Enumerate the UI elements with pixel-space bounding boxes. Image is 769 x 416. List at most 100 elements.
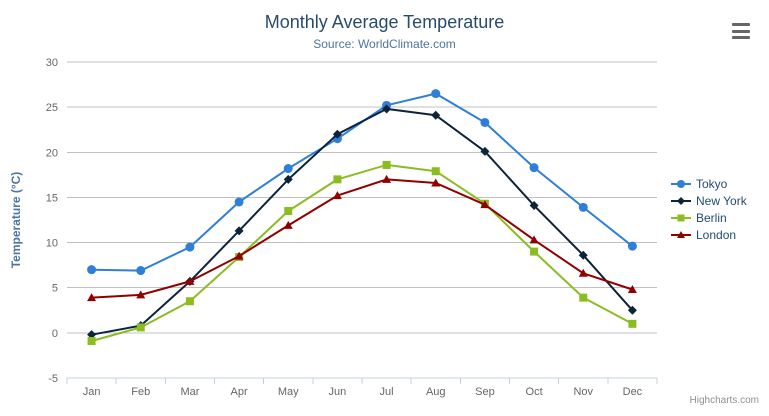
legend-label: Berlin <box>696 210 727 225</box>
x-axis-label: May <box>278 386 299 398</box>
triangle-marker-icon <box>136 290 146 299</box>
legend-item-berlin[interactable]: Berlin <box>671 209 747 226</box>
series-london-line[interactable] <box>90 178 634 299</box>
data-point-berlin-Nov[interactable] <box>579 293 588 302</box>
data-point-berlin-Feb[interactable] <box>136 323 145 332</box>
diamond-marker-icon <box>480 146 490 156</box>
data-point-london-Mar[interactable] <box>185 276 195 285</box>
data-point-tokyo-Jan[interactable] <box>87 265 97 275</box>
data-point-london-Jul[interactable] <box>382 174 392 183</box>
triangle-icon <box>677 230 685 238</box>
square-marker-icon <box>185 297 194 306</box>
data-point-london-Dec[interactable] <box>627 285 637 294</box>
square-marker-icon <box>431 167 440 176</box>
credits-link[interactable]: Highcharts.com <box>689 395 759 406</box>
circle-marker-icon <box>234 197 244 207</box>
data-point-berlin-Oct[interactable] <box>530 247 539 256</box>
new-york-legend-marker-icon <box>671 196 691 205</box>
x-axis-label: Nov <box>573 386 593 398</box>
legend-item-london[interactable]: London <box>671 226 747 243</box>
data-point-new-york-Aug[interactable] <box>431 110 441 120</box>
data-point-tokyo-Dec[interactable] <box>627 241 637 251</box>
data-point-london-Oct[interactable] <box>529 235 539 244</box>
hamburger-menu-icon[interactable] <box>732 23 750 39</box>
y-axis-tick-label: 30 <box>46 57 58 69</box>
data-point-london-Feb[interactable] <box>136 290 146 299</box>
data-point-london-Sep[interactable] <box>480 200 490 209</box>
y-axis-tick-label: 25 <box>46 102 58 114</box>
circle-marker-icon <box>529 163 539 173</box>
triangle-marker-icon <box>283 220 293 229</box>
hamburger-bar <box>732 29 750 33</box>
y-axis-title: Temperature (°C) <box>9 172 23 269</box>
x-axis-label: Jul <box>380 386 394 398</box>
square-marker-icon <box>87 336 96 345</box>
data-point-new-york-Oct[interactable] <box>529 201 539 211</box>
chart-legend: Tokyo New York Berlin London <box>671 175 747 243</box>
x-axis-label: Aug <box>426 386 446 398</box>
data-point-tokyo-Oct[interactable] <box>529 163 539 173</box>
data-point-new-york-Jun[interactable] <box>332 129 342 139</box>
data-point-berlin-Aug[interactable] <box>431 167 440 176</box>
data-point-new-york-Nov[interactable] <box>578 250 588 260</box>
triangle-marker-icon <box>185 276 195 285</box>
data-point-london-Aug[interactable] <box>431 178 441 187</box>
square-icon <box>677 214 685 221</box>
circle-marker-icon <box>136 266 146 276</box>
data-point-new-york-Jul[interactable] <box>382 104 392 114</box>
data-point-tokyo-May[interactable] <box>283 164 293 174</box>
london-legend-marker-icon <box>671 230 691 238</box>
y-axis-tick-label: 0 <box>52 328 58 340</box>
diamond-marker-icon <box>578 250 588 260</box>
data-point-london-Jan[interactable] <box>87 293 97 302</box>
circle-marker-icon <box>431 89 441 99</box>
data-point-new-york-Apr[interactable] <box>234 226 244 236</box>
data-point-london-May[interactable] <box>283 220 293 229</box>
data-point-berlin-May[interactable] <box>284 206 293 215</box>
x-axis-label: Dec <box>623 386 643 398</box>
series-new-york-line[interactable] <box>90 107 634 336</box>
berlin-legend-marker-icon <box>671 214 691 221</box>
x-axis-label: Jun <box>329 386 347 398</box>
data-point-tokyo-Feb[interactable] <box>136 266 146 276</box>
series-berlin-line[interactable] <box>90 163 634 342</box>
x-axis-label: Apr <box>231 386 248 398</box>
square-marker-icon <box>579 293 588 302</box>
diamond-marker-icon <box>283 174 293 184</box>
data-point-berlin-Jan[interactable] <box>87 336 96 345</box>
data-point-berlin-Jun[interactable] <box>333 175 342 184</box>
series-tokyo-line[interactable] <box>90 92 634 272</box>
diamond-marker-icon <box>431 110 441 120</box>
chart-subtitle: Source: WorldClimate.com <box>313 37 456 51</box>
triangle-marker-icon <box>234 251 244 260</box>
x-axis-label: Mar <box>180 386 199 398</box>
triangle-marker-icon <box>578 268 588 277</box>
y-axis-tick-label: -5 <box>48 373 58 385</box>
data-point-london-Apr[interactable] <box>234 251 244 260</box>
data-point-new-york-Dec[interactable] <box>627 305 637 315</box>
square-marker-icon <box>136 323 145 332</box>
data-point-tokyo-Mar[interactable] <box>185 242 195 252</box>
data-point-berlin-Jul[interactable] <box>382 160 391 169</box>
data-point-new-york-May[interactable] <box>283 174 293 184</box>
diamond-marker-icon <box>87 330 97 340</box>
hamburger-bar <box>732 36 750 39</box>
data-point-berlin-Mar[interactable] <box>185 297 194 306</box>
legend-item-new-york[interactable]: New York <box>671 192 747 209</box>
data-point-tokyo-Sep[interactable] <box>480 117 490 127</box>
y-axis-tick-label: 15 <box>46 192 58 204</box>
data-point-london-Jun[interactable] <box>332 191 342 200</box>
circle-icon <box>677 179 685 188</box>
y-axis-tick-label: 5 <box>52 283 58 295</box>
legend-item-tokyo[interactable]: Tokyo <box>671 175 747 192</box>
legend-label: Tokyo <box>696 176 728 191</box>
square-marker-icon <box>333 175 342 184</box>
triangle-marker-icon <box>431 178 441 187</box>
data-point-new-york-Jan[interactable] <box>87 330 97 340</box>
data-point-berlin-Dec[interactable] <box>628 319 637 328</box>
data-point-tokyo-Aug[interactable] <box>431 89 441 99</box>
data-point-tokyo-Apr[interactable] <box>234 197 244 207</box>
data-point-london-Nov[interactable] <box>578 268 588 277</box>
data-point-tokyo-Nov[interactable] <box>578 202 588 212</box>
data-point-new-york-Sep[interactable] <box>480 146 490 156</box>
